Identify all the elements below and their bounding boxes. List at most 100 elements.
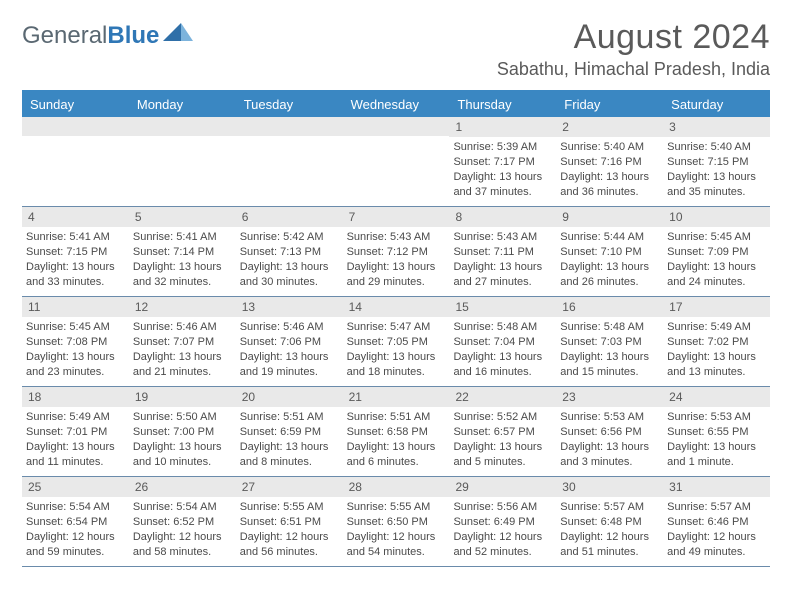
daylight-line: Daylight: 13 hours and 3 minutes. (560, 441, 649, 468)
day-detail: Sunrise: 5:52 AMSunset: 6:57 PMDaylight:… (453, 410, 552, 469)
day-detail: Sunrise: 5:40 AMSunset: 7:16 PMDaylight:… (560, 140, 659, 199)
daylight-line: Daylight: 13 hours and 13 minutes. (667, 351, 756, 378)
sunset-line: Sunset: 7:15 PM (667, 156, 748, 168)
day-detail: Sunrise: 5:55 AMSunset: 6:51 PMDaylight:… (240, 500, 339, 559)
day-cell: 31Sunrise: 5:57 AMSunset: 6:46 PMDayligh… (663, 477, 770, 566)
day-detail: Sunrise: 5:39 AMSunset: 7:17 PMDaylight:… (453, 140, 552, 199)
daylight-line: Daylight: 12 hours and 49 minutes. (667, 531, 756, 558)
week-row: 18Sunrise: 5:49 AMSunset: 7:01 PMDayligh… (22, 387, 770, 477)
daylight-line: Daylight: 13 hours and 19 minutes. (240, 351, 329, 378)
sunset-line: Sunset: 6:57 PM (453, 426, 534, 438)
weekday-monday: Monday (129, 92, 236, 117)
sunset-line: Sunset: 7:04 PM (453, 336, 534, 348)
sunset-line: Sunset: 6:48 PM (560, 516, 641, 528)
daylight-line: Daylight: 13 hours and 35 minutes. (667, 171, 756, 198)
daylight-line: Daylight: 13 hours and 10 minutes. (133, 441, 222, 468)
day-number: 16 (556, 297, 663, 317)
week-row: 25Sunrise: 5:54 AMSunset: 6:54 PMDayligh… (22, 477, 770, 567)
sunrise-line: Sunrise: 5:48 AM (560, 321, 644, 333)
day-number: 30 (556, 477, 663, 497)
daylight-line: Daylight: 13 hours and 32 minutes. (133, 261, 222, 288)
day-number: 12 (129, 297, 236, 317)
sunset-line: Sunset: 7:14 PM (133, 246, 214, 258)
day-number: 18 (22, 387, 129, 407)
week-row: 4Sunrise: 5:41 AMSunset: 7:15 PMDaylight… (22, 207, 770, 297)
sunrise-line: Sunrise: 5:41 AM (133, 231, 217, 243)
day-detail: Sunrise: 5:54 AMSunset: 6:54 PMDaylight:… (26, 500, 125, 559)
location: Sabathu, Himachal Pradesh, India (497, 59, 770, 80)
daylight-line: Daylight: 13 hours and 16 minutes. (453, 351, 542, 378)
empty-daynum (236, 117, 343, 136)
sunrise-line: Sunrise: 5:51 AM (240, 411, 324, 423)
sunrise-line: Sunrise: 5:55 AM (240, 501, 324, 513)
sunrise-line: Sunrise: 5:43 AM (347, 231, 431, 243)
sunrise-line: Sunrise: 5:46 AM (133, 321, 217, 333)
day-detail: Sunrise: 5:43 AMSunset: 7:11 PMDaylight:… (453, 230, 552, 289)
sunset-line: Sunset: 7:12 PM (347, 246, 428, 258)
sunset-line: Sunset: 7:01 PM (26, 426, 107, 438)
day-detail: Sunrise: 5:46 AMSunset: 7:07 PMDaylight:… (133, 320, 232, 379)
daylight-line: Daylight: 13 hours and 21 minutes. (133, 351, 222, 378)
day-cell: 18Sunrise: 5:49 AMSunset: 7:01 PMDayligh… (22, 387, 129, 476)
daylight-line: Daylight: 12 hours and 59 minutes. (26, 531, 115, 558)
sunset-line: Sunset: 7:00 PM (133, 426, 214, 438)
sunrise-line: Sunrise: 5:51 AM (347, 411, 431, 423)
week-row: 11Sunrise: 5:45 AMSunset: 7:08 PMDayligh… (22, 297, 770, 387)
sunset-line: Sunset: 7:03 PM (560, 336, 641, 348)
day-cell: 7Sunrise: 5:43 AMSunset: 7:12 PMDaylight… (343, 207, 450, 296)
daylight-line: Daylight: 12 hours and 52 minutes. (453, 531, 542, 558)
sunrise-line: Sunrise: 5:53 AM (560, 411, 644, 423)
day-detail: Sunrise: 5:44 AMSunset: 7:10 PMDaylight:… (560, 230, 659, 289)
sunrise-line: Sunrise: 5:40 AM (667, 141, 751, 153)
day-cell: 26Sunrise: 5:54 AMSunset: 6:52 PMDayligh… (129, 477, 236, 566)
sunset-line: Sunset: 7:05 PM (347, 336, 428, 348)
day-cell: 8Sunrise: 5:43 AMSunset: 7:11 PMDaylight… (449, 207, 556, 296)
day-detail: Sunrise: 5:53 AMSunset: 6:56 PMDaylight:… (560, 410, 659, 469)
daylight-line: Daylight: 13 hours and 15 minutes. (560, 351, 649, 378)
sunrise-line: Sunrise: 5:54 AM (26, 501, 110, 513)
logo-word-2: Blue (107, 22, 159, 49)
day-number: 7 (343, 207, 450, 227)
sunrise-line: Sunrise: 5:57 AM (560, 501, 644, 513)
day-detail: Sunrise: 5:48 AM Sunset: 7:03 PM Daylight:… (560, 320, 659, 379)
empty-cell (343, 117, 450, 206)
sunrise-line: Sunrise: 5:54 AM (133, 501, 217, 513)
sunrise-line: Sunrise: 5:46 AM (240, 321, 324, 333)
daylight-line: Daylight: 13 hours and 26 minutes. (560, 261, 649, 288)
weekday-sunday: Sunday (22, 92, 129, 117)
empty-daynum (129, 117, 236, 136)
daylight-line: Daylight: 12 hours and 56 minutes. (240, 531, 329, 558)
day-cell: 17Sunrise: 5:49 AMSunset: 7:02 PMDayligh… (663, 297, 770, 386)
sunset-line: Sunset: 7:16 PM (560, 156, 641, 168)
weekday-friday: Friday (556, 92, 663, 117)
daylight-line: Daylight: 13 hours and 18 minutes. (347, 351, 436, 378)
day-cell: 2Sunrise: 5:40 AMSunset: 7:16 PMDaylight… (556, 117, 663, 206)
day-cell: 22Sunrise: 5:52 AMSunset: 6:57 PMDayligh… (449, 387, 556, 476)
empty-cell (236, 117, 343, 206)
month-title: August 2024 (497, 18, 770, 57)
day-number: 1 (449, 117, 556, 137)
daylight-line: Daylight: 13 hours and 6 minutes. (347, 441, 436, 468)
day-detail: Sunrise: 5:41 AM Sunset: 7:14 PM Daylight:… (133, 230, 232, 289)
day-cell: 3Sunrise: 5:40 AMSunset: 7:15 PMDaylight… (663, 117, 770, 206)
day-cell: 24Sunrise: 5:53 AMSunset: 6:55 PMDayligh… (663, 387, 770, 476)
sunrise-line: Sunrise: 5:50 AM (133, 411, 217, 423)
sunset-line: Sunset: 6:52 PM (133, 516, 214, 528)
daylight-line: Daylight: 12 hours and 54 minutes. (347, 531, 436, 558)
day-detail: Sunrise: 5:53 AMSunset: 6:55 PMDaylight:… (667, 410, 766, 469)
weekday-tuesday: Tuesday (236, 92, 343, 117)
day-cell: 5Sunrise: 5:41 AMSunset: 7:14 PMDaylight… (129, 207, 236, 296)
day-detail: Sunrise: 5:55 AMSunset: 6:50 PMDaylight:… (347, 500, 446, 559)
day-number: 11 (22, 297, 129, 317)
sunrise-line: Sunrise: 5:44 AM (560, 231, 644, 243)
day-detail: Sunrise: 5:51 AMSunset: 6:58 PMDaylight:… (347, 410, 446, 469)
sunset-line: Sunset: 7:11 PM (453, 246, 534, 258)
day-number: 14 (343, 297, 450, 317)
day-number: 19 (129, 387, 236, 407)
day-number: 6 (236, 207, 343, 227)
day-detail: Sunrise: 5:57 AMSunset: 6:46 PMDaylight:… (667, 500, 766, 559)
sunrise-line: Sunrise: 5:55 AM (347, 501, 431, 513)
day-number: 4 (22, 207, 129, 227)
day-detail: Sunrise: 5:56 AMSunset: 6:49 PMDaylight:… (453, 500, 552, 559)
sunset-line: Sunset: 6:46 PM (667, 516, 748, 528)
